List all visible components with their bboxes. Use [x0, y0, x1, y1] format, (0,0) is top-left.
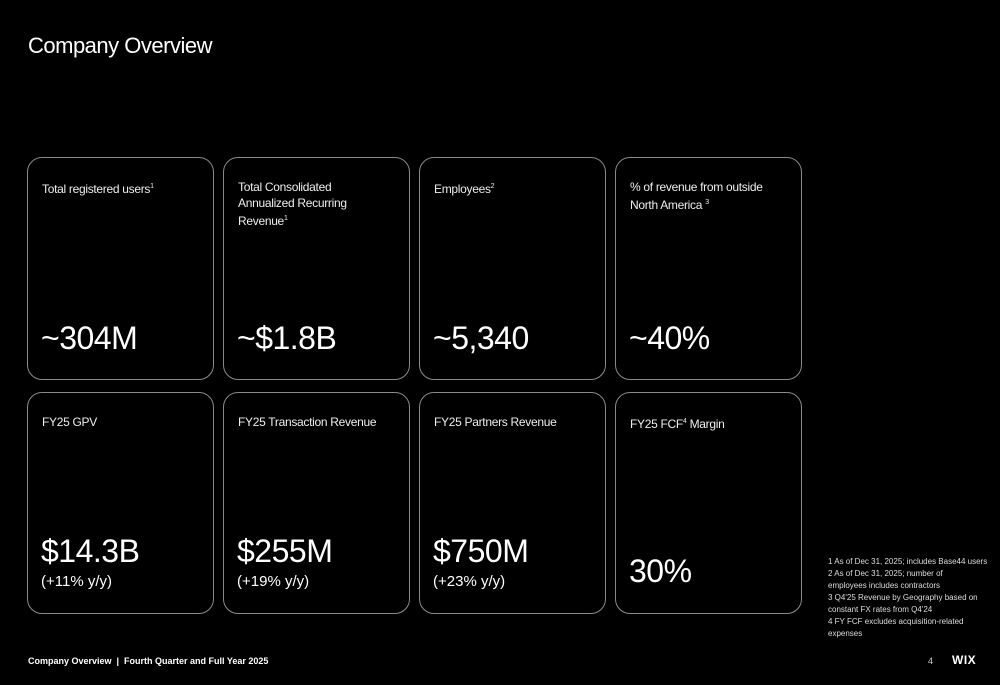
footer-text: Company Overview | Fourth Quarter and Fu…: [28, 656, 269, 666]
card-label: FY25 Partners Revenue: [434, 415, 557, 429]
footnote: 1 As of Dec 31, 2025; includes Base44 us…: [828, 557, 988, 566]
card-value: ~304M: [41, 320, 138, 356]
footnote: 2 As of Dec 31, 2025; number of employee…: [828, 569, 943, 590]
footnote-ref: 1: [283, 215, 288, 222]
footnote-ref: 2: [490, 183, 495, 190]
card-label: Total registered users: [42, 182, 151, 196]
footnotes: 1 As of Dec 31, 2025; includes Base44 us…: [828, 556, 998, 640]
card-employees: Employees2 ~5,340: [419, 157, 606, 380]
card-registered-users: Total registered users1 ~304M: [27, 157, 214, 380]
card-growth: (+11% y/y): [41, 573, 112, 590]
footnote: 3 Q4'25 Revenue by Geography based on co…: [828, 593, 978, 614]
card-partners-revenue: FY25 Partners Revenue $750M (+23% y/y): [419, 392, 606, 614]
footnote-ref: 1: [150, 183, 154, 190]
page-number: 4: [928, 656, 934, 666]
card-label: FY25 FCF: [630, 417, 683, 431]
card-value: $255M: [237, 533, 333, 569]
footnote-ref: 4: [682, 418, 687, 425]
card-transaction-revenue: FY25 Transaction Revenue $255M (+19% y/y…: [223, 392, 410, 614]
card-label: Total Consolidated Annualized Recurring …: [238, 180, 347, 228]
card-label-suffix: Margin: [686, 417, 725, 431]
card-value: ~40%: [629, 320, 710, 356]
card-value: ~5,340: [433, 320, 529, 356]
footnote-ref: 3: [705, 199, 709, 206]
card-value: ~$1.8B: [237, 320, 337, 356]
page-title: Company Overview: [28, 33, 212, 58]
card-growth: (+19% y/y): [237, 573, 310, 590]
card-label: FY25 Transaction Revenue: [238, 415, 377, 429]
card-value: $750M: [433, 533, 529, 569]
card-arr: Total Consolidated Annualized Recurring …: [223, 157, 410, 380]
card-value: 30%: [629, 553, 692, 589]
card-fcf-margin: FY25 FCF4 Margin 30%: [615, 392, 802, 614]
card-growth: (+23% y/y): [433, 573, 506, 590]
wix-logo: WIX: [952, 653, 977, 667]
card-international-revenue: % of revenue from outside North America …: [615, 157, 802, 380]
footnote: 4 FY FCF excludes acquisition-related ex…: [828, 617, 964, 638]
card-gpv: FY25 GPV $14.3B (+11% y/y): [27, 392, 214, 614]
card-label: FY25 GPV: [42, 415, 97, 429]
card-label: % of revenue from outside North America: [630, 180, 763, 212]
card-value: $14.3B: [41, 533, 140, 569]
card-label: Employees: [434, 182, 491, 196]
